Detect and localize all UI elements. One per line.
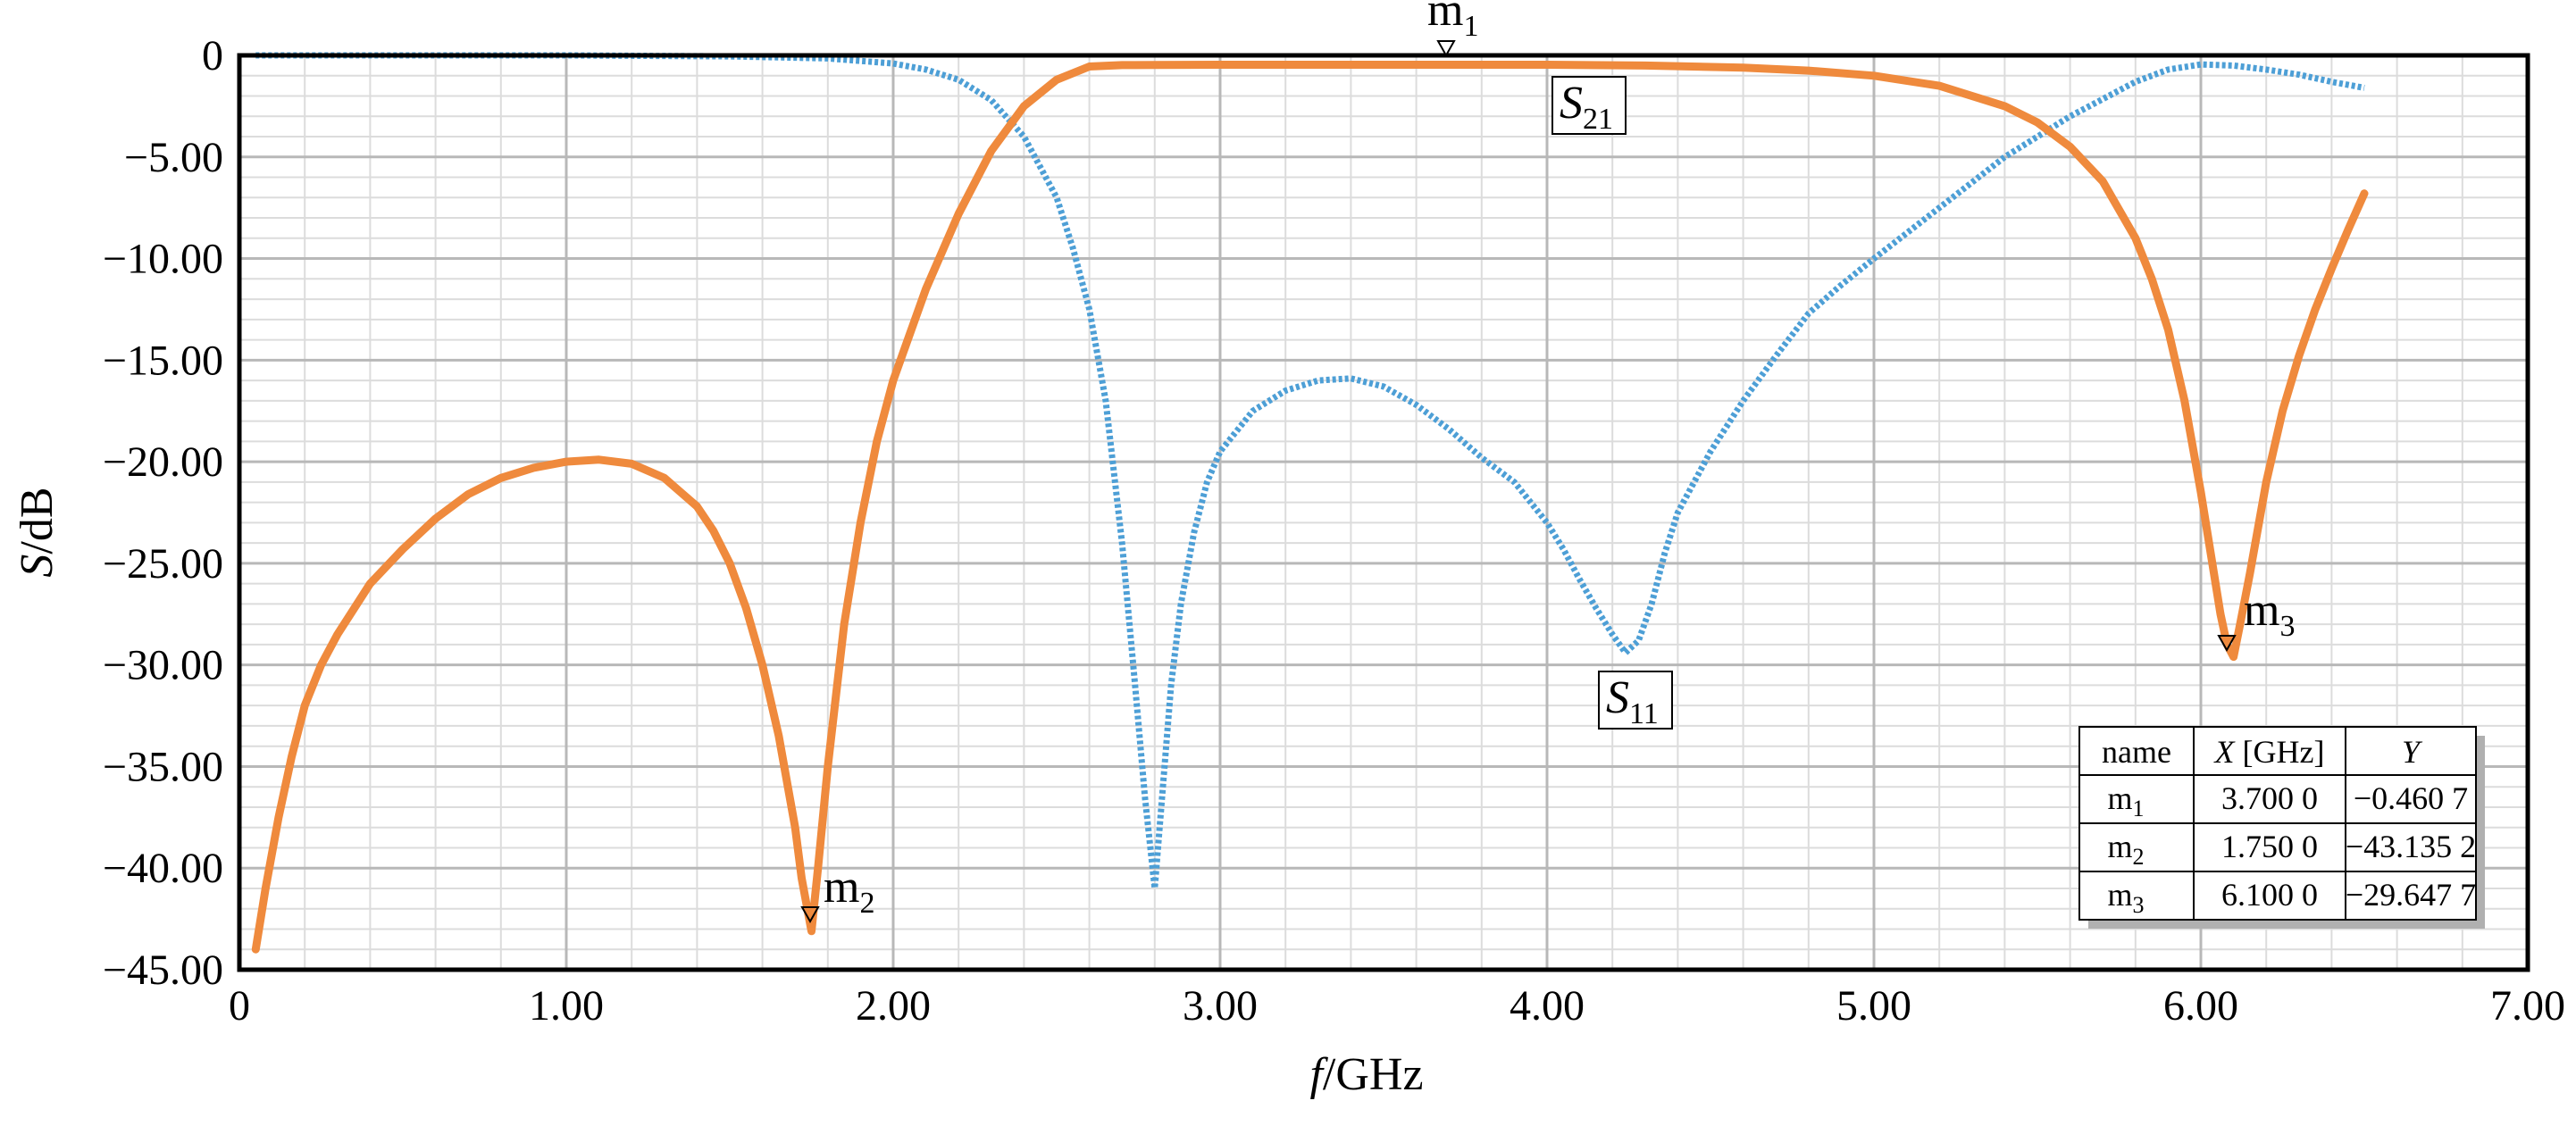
- x-axis-title-rest: /GHz: [1323, 1049, 1424, 1100]
- s11-label-main: S: [1606, 672, 1629, 723]
- x-axis-tick-labels: 0 1.00 2.00 3.00 4.00 5.00 6.00 7.00: [229, 982, 2565, 1030]
- table-row-m1-y: −0.460 7: [2354, 780, 2468, 816]
- y-axis-title-rest: /dB: [12, 487, 63, 554]
- table-header-y: Y: [2402, 734, 2423, 770]
- s21-label-sub: 21: [1583, 103, 1613, 136]
- y-tick-label: −25.00: [103, 540, 223, 588]
- x-tick-label: 7.00: [2490, 982, 2565, 1030]
- series-s21-line: [251, 61, 2369, 954]
- marker-m1-triangle: [1436, 40, 1456, 58]
- y-tick-label: −40.00: [103, 845, 223, 892]
- marker-m2-triangle: [800, 906, 820, 924]
- table-row-m2-x: 1.750 0: [2221, 829, 2318, 864]
- x-tick-label: 2.00: [856, 982, 931, 1030]
- x-tick-label: 5.00: [1836, 982, 1911, 1030]
- y-tick-label: −45.00: [103, 946, 223, 994]
- marker-m3-triangle: [2217, 635, 2237, 653]
- x-tick-label: 0: [229, 982, 250, 1030]
- marker-m2-label-sub: 2: [859, 887, 874, 920]
- s21-label-main: S: [1560, 78, 1583, 129]
- series-s11-line: [255, 52, 2365, 892]
- s21-curve-label: S21: [1551, 76, 1627, 136]
- y-tick-label: −10.00: [103, 236, 223, 283]
- y-tick-label: −35.00: [103, 743, 223, 790]
- svg-text:m3: m3: [2244, 585, 2295, 643]
- marker-m3-label-sub: 3: [2279, 610, 2295, 643]
- table-row-m1-name: m1: [2107, 780, 2144, 821]
- y-axis-tick-labels: 0 −5.00 −10.00 −15.00 −20.00 −25.00 −30.00 −35.…: [103, 32, 223, 994]
- s11-label-sub: 11: [1629, 697, 1659, 730]
- table-row-m2-name: m2: [2107, 829, 2144, 870]
- y-axis-title-italic: S: [12, 554, 63, 578]
- y-tick-label: −5.00: [124, 134, 223, 181]
- markers-layer: m1 m2 m3: [800, 0, 2295, 924]
- table-row-m2-y: −43.135 2: [2346, 829, 2476, 864]
- table-row-m3-name: m3: [2107, 877, 2144, 918]
- x-tick-label: 6.00: [2163, 982, 2238, 1030]
- y-tick-label: −30.00: [103, 642, 223, 689]
- y-axis-title: S/dB: [12, 487, 63, 577]
- s11-label-box: [1598, 671, 1673, 730]
- table-row-m1-x: 3.700 0: [2221, 780, 2318, 816]
- x-tick-label: 1.00: [529, 982, 604, 1030]
- series-layer: [251, 52, 2369, 954]
- marker-m1-label-main: m: [1427, 0, 1463, 36]
- svg-text:m1: m1: [1427, 0, 1478, 43]
- s21-label-box: [1551, 76, 1627, 135]
- svg-text:S11: S11: [1606, 672, 1659, 730]
- plot-frame: [237, 53, 2530, 972]
- svg-text:S21: S21: [1560, 78, 1613, 136]
- table-header-name: name: [2102, 734, 2171, 770]
- svg-text:m2: m2: [824, 862, 874, 920]
- s11-curve-label: S11: [1598, 671, 1673, 730]
- x-tick-label: 3.00: [1183, 982, 1258, 1030]
- x-axis-title: f/GHz: [1309, 1049, 1423, 1100]
- table-header-x: X [GHz]: [2213, 734, 2325, 770]
- y-tick-label: −20.00: [103, 438, 223, 486]
- marker-m2-label-main: m: [824, 862, 859, 913]
- marker-table: name X [GHz] Y m1 3.700 0 −0.460 7 m2 1.…: [2078, 726, 2485, 929]
- table-row-m3-x: 6.100 0: [2221, 877, 2318, 913]
- table-row-m3-y: −29.647 7: [2346, 877, 2476, 913]
- y-tick-label: −15.00: [103, 337, 223, 384]
- x-tick-label: 4.00: [1510, 982, 1585, 1030]
- marker-m1-label-sub: 1: [1463, 10, 1478, 43]
- marker-m3-label-main: m: [2244, 585, 2279, 636]
- y-tick-label: 0: [202, 32, 223, 79]
